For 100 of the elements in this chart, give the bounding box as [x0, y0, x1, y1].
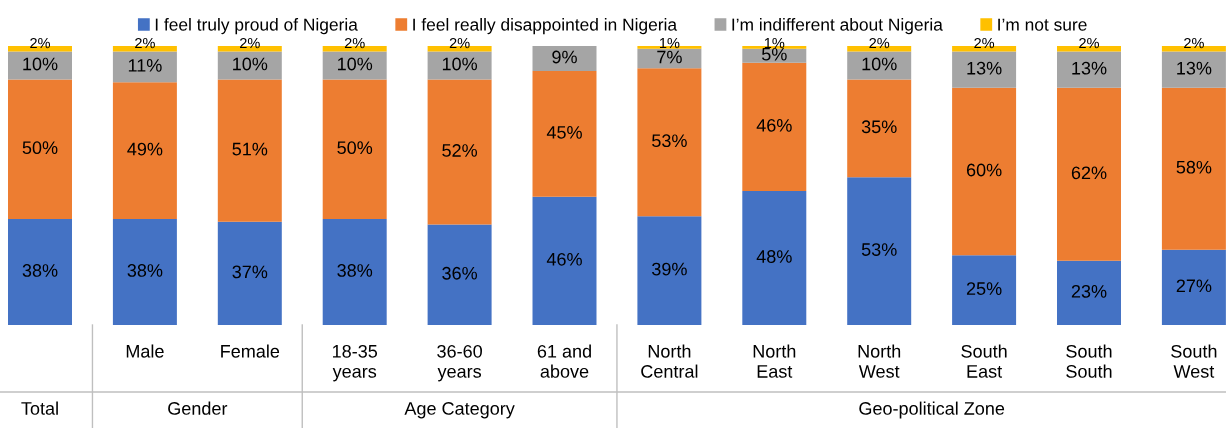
data-label: 48%: [756, 250, 792, 263]
bar: [217, 79, 282, 222]
bar: [322, 218, 387, 325]
x-tick-label: 18-35 years: [332, 344, 378, 382]
bar: [742, 46, 807, 49]
data-label: 62%: [1071, 166, 1107, 180]
data-label: 2%: [449, 37, 470, 49]
bar: [427, 46, 492, 52]
data-label: 53%: [652, 134, 687, 148]
x-tick-label: South East: [961, 344, 1007, 378]
data-label: 39%: [652, 262, 687, 276]
data-label: 38%: [127, 264, 163, 277]
data-label: 23%: [1071, 284, 1107, 298]
data-label: 10%: [23, 57, 58, 71]
data-label: 2%: [869, 37, 890, 49]
data-label: 5%: [761, 47, 787, 61]
bar: [637, 216, 702, 325]
legend-label: I feel truly proud of Nigeria: [155, 18, 358, 35]
bar: [1057, 260, 1121, 325]
data-label: 45%: [546, 126, 582, 139]
x-tick-label: 61 and above: [537, 344, 591, 378]
bar: [322, 79, 387, 219]
bar: [847, 51, 912, 80]
data-label: 2%: [30, 37, 51, 49]
text: Geo-political Zone: [859, 401, 1005, 419]
bar: [847, 177, 912, 325]
data-label: 10%: [338, 57, 373, 71]
bar: [637, 48, 702, 69]
data-label: 51%: [232, 142, 268, 156]
data-label: 2%: [344, 37, 365, 49]
data-label: 38%: [337, 264, 373, 277]
bar: [742, 62, 807, 192]
bar: [637, 68, 702, 217]
bar: [8, 218, 72, 325]
bar: [112, 218, 177, 325]
bar: [532, 46, 597, 72]
legend-label: I’m indifferent about Nigeria: [732, 18, 943, 35]
data-label: 10%: [442, 57, 478, 71]
data-label: 36%: [442, 266, 478, 280]
data-label: 1%: [764, 37, 785, 49]
bar: [112, 51, 177, 83]
data-label: 2%: [240, 37, 260, 49]
data-label: 1%: [659, 37, 680, 49]
bar: [1161, 51, 1226, 88]
x-tick-label: Female: [221, 344, 280, 358]
data-label: 7%: [657, 50, 682, 64]
data-label: 37%: [232, 265, 268, 279]
data-label: 10%: [233, 57, 268, 71]
data-label: 13%: [1072, 61, 1107, 75]
data-label: 13%: [1177, 61, 1212, 75]
bar: [427, 79, 492, 225]
bar: [742, 48, 807, 63]
data-label: 2%: [1079, 37, 1100, 49]
data-label: 2%: [135, 37, 155, 49]
data-label: 46%: [546, 252, 582, 266]
bar: [637, 46, 702, 49]
bar: [952, 87, 1017, 256]
data-label: 2%: [1184, 37, 1204, 49]
data-label: 9%: [552, 50, 577, 64]
x-tick-label: South West: [1171, 344, 1217, 378]
text: Gender: [168, 401, 228, 415]
data-label: 13%: [967, 61, 1002, 75]
data-label: 35%: [861, 120, 897, 134]
bar: [532, 71, 597, 197]
x-tick-label: 36-60 years: [437, 344, 482, 382]
data-label: 27%: [1176, 279, 1212, 293]
bar: [952, 255, 1017, 325]
data-label: 49%: [127, 142, 163, 156]
bar: [112, 82, 177, 219]
data-label: 2%: [974, 37, 995, 49]
bar: [1161, 249, 1226, 325]
data-label: 53%: [861, 243, 897, 256]
text: Age Category: [404, 402, 515, 419]
bar: [847, 46, 912, 52]
data-label: 52%: [442, 144, 478, 157]
bar: [1057, 51, 1121, 88]
bar: [8, 51, 72, 80]
bar: [1057, 87, 1121, 261]
data-label: 58%: [1176, 160, 1212, 174]
x-tick-label: North Central: [641, 344, 698, 378]
x-tick-label: Male: [126, 344, 164, 358]
data-label: 60%: [966, 163, 1002, 177]
text: Total: [21, 401, 58, 415]
x-tick-label: South South: [1066, 344, 1112, 378]
bar: [427, 224, 492, 325]
data-label: 38%: [22, 264, 58, 277]
data-label: 25%: [966, 282, 1002, 295]
data-label: 50%: [22, 141, 58, 155]
legend-label: I’m not sure: [998, 18, 1087, 31]
data-label: 11%: [128, 59, 162, 72]
bar: [847, 79, 912, 178]
bar: [217, 221, 282, 325]
x-tick-label: North East: [753, 344, 796, 378]
bar: [532, 196, 597, 325]
data-label: 46%: [756, 118, 792, 132]
x-tick-label: North West: [858, 344, 901, 378]
bar: [742, 191, 807, 325]
legend-label: I feel really disappointed in Nigeria: [413, 18, 678, 35]
bar: [1161, 87, 1226, 250]
data-label: 10%: [862, 57, 897, 71]
